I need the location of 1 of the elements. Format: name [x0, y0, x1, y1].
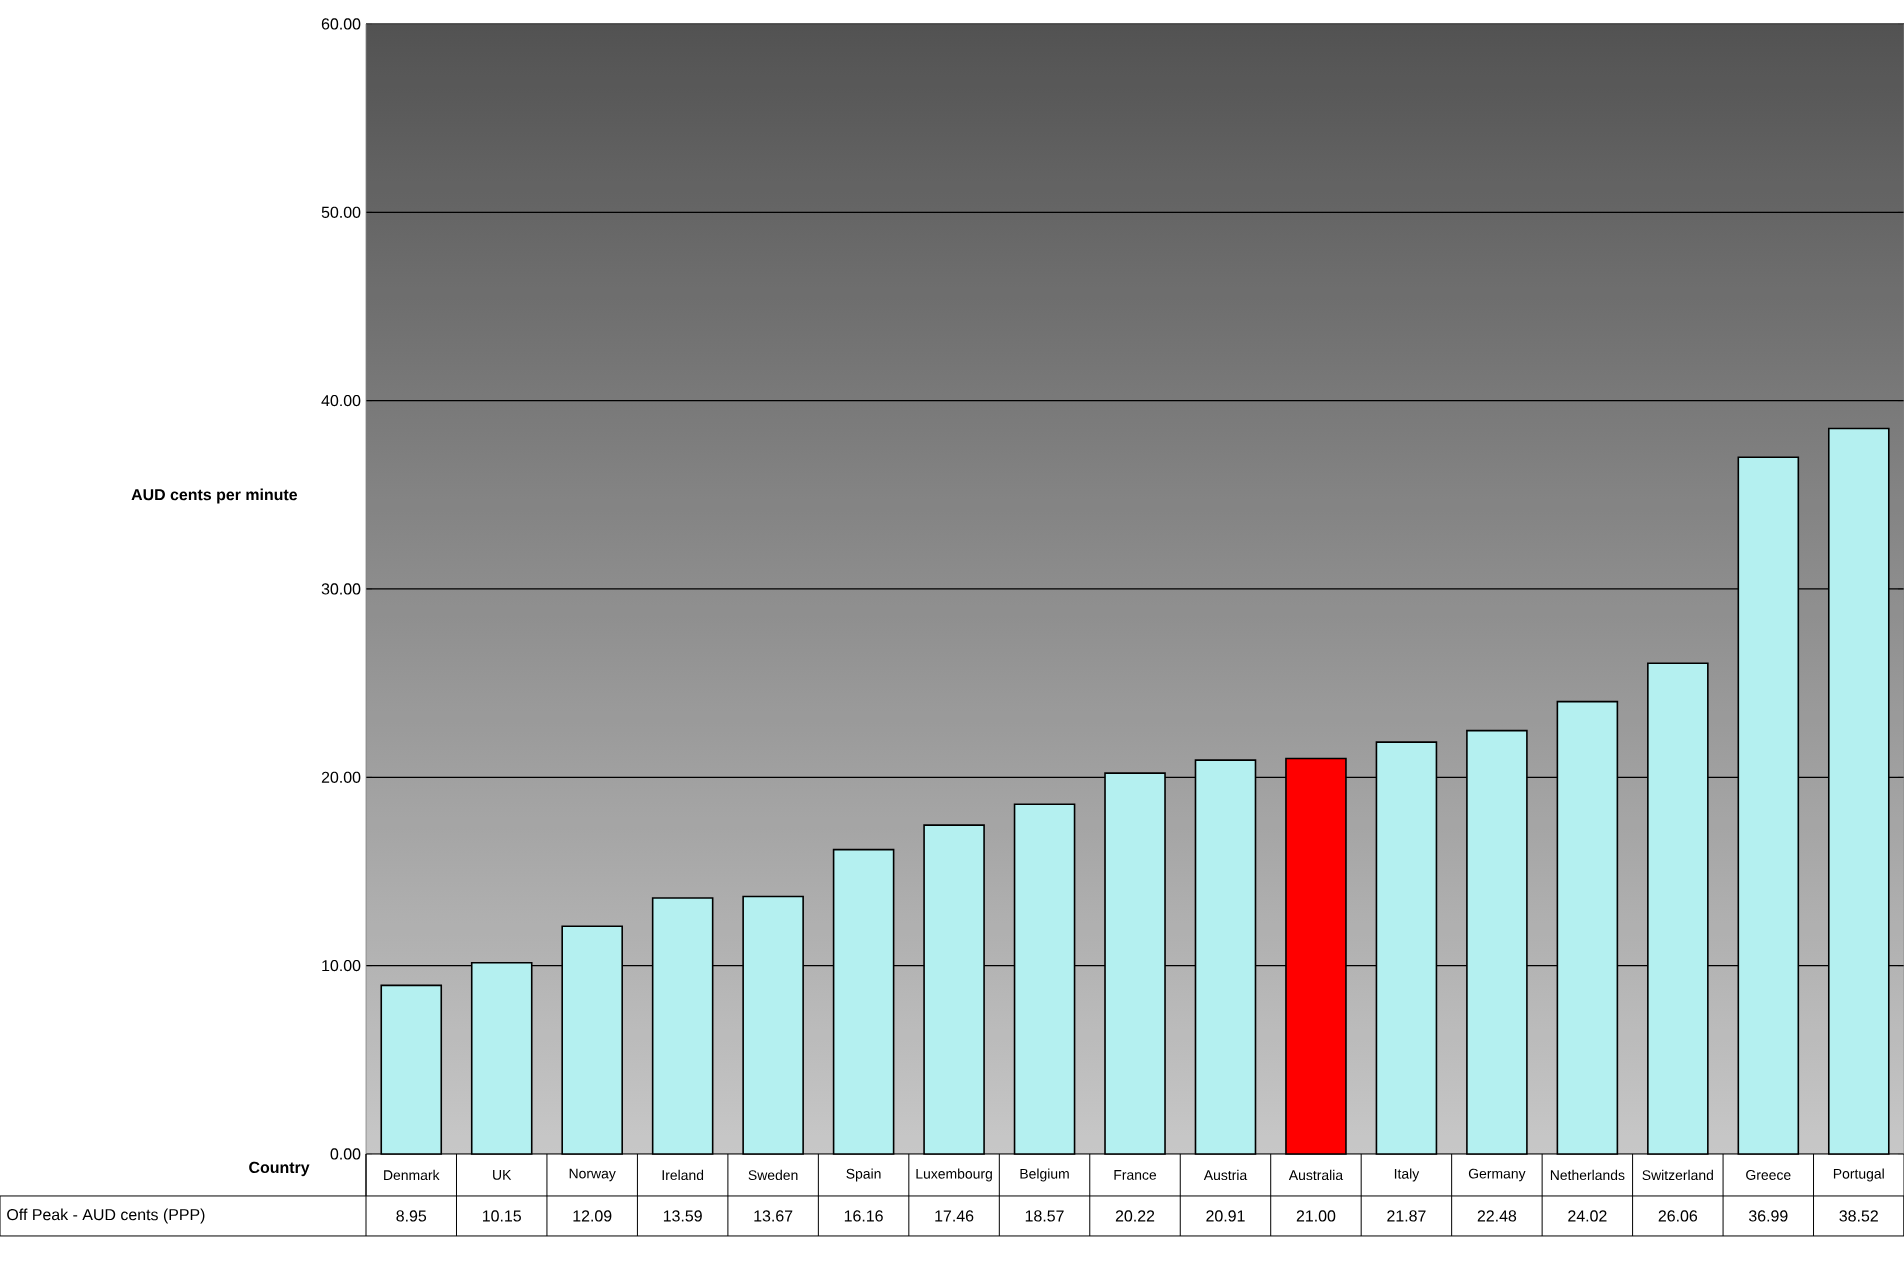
bar [380, 984, 443, 1155]
